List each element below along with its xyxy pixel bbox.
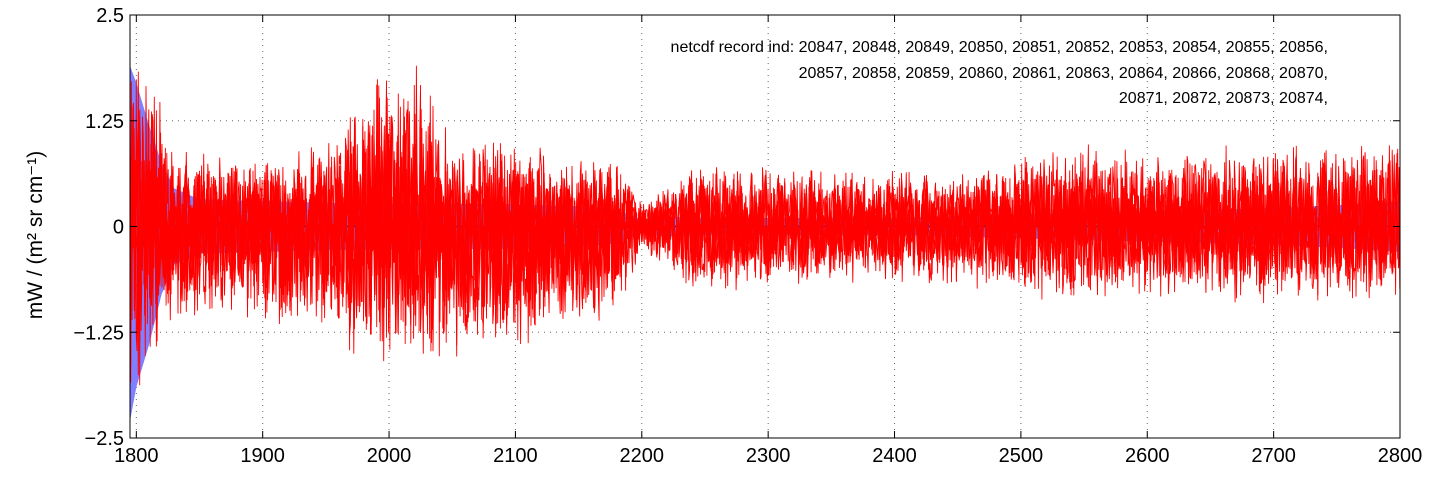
residual-trace bbox=[129, 65, 1401, 362]
x-tick-label: 2300 bbox=[746, 445, 791, 467]
annotation-line-3: 20871, 20872, 20873, 20874, bbox=[1119, 90, 1328, 107]
x-tick-label: 1800 bbox=[114, 445, 159, 467]
y-tick-label: −1.25 bbox=[73, 322, 124, 344]
y-axis-ticks: 2.5 1.25 0 −1.25 −2.5 bbox=[73, 5, 1400, 450]
x-tick-label: 2500 bbox=[999, 445, 1044, 467]
y-tick-label: 1.25 bbox=[85, 111, 124, 133]
x-tick-label: 1900 bbox=[240, 445, 285, 467]
x-tick-label: 2700 bbox=[1251, 445, 1296, 467]
x-tick-label: 2400 bbox=[872, 445, 917, 467]
y-tick-label: 2.5 bbox=[96, 5, 124, 27]
residual-trace bbox=[129, 81, 1401, 367]
x-tick-label: 2000 bbox=[367, 445, 412, 467]
y-tick-label: 0 bbox=[113, 217, 124, 239]
x-tick-label: 2100 bbox=[493, 445, 538, 467]
x-tick-label: 2800 bbox=[1378, 445, 1423, 467]
annotation-line-1: netcdf record ind: 20847, 20848, 20849, … bbox=[671, 39, 1328, 56]
x-tick-label: 2600 bbox=[1125, 445, 1170, 467]
y-axis-label: mW / (m² sr cm⁻¹) bbox=[24, 151, 47, 320]
annotation-line-2: 20857, 20858, 20859, 20860, 20861, 20863… bbox=[799, 65, 1328, 82]
x-tick-label: 2200 bbox=[620, 445, 665, 467]
residual-series bbox=[129, 65, 1401, 386]
x-axis-ticks: 1800 1900 2000 2100 2200 2300 2400 2500 2600 2700… bbox=[114, 15, 1422, 467]
y-tick-label: −2.5 bbox=[85, 428, 124, 450]
